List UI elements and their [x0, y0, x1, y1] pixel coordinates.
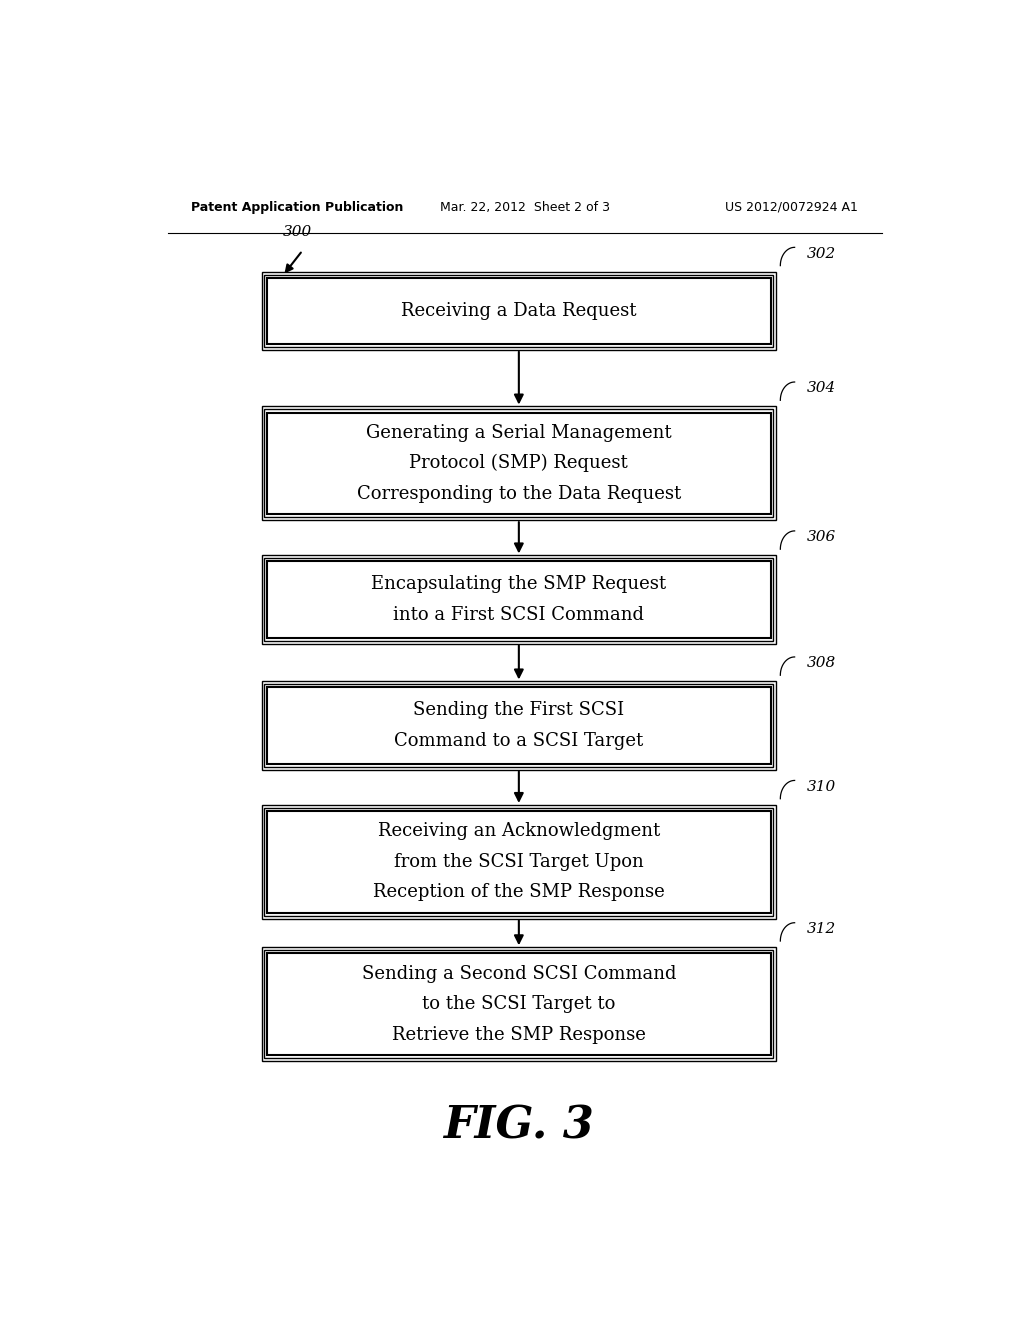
- Text: Receiving an Acknowledgment: Receiving an Acknowledgment: [378, 822, 660, 841]
- FancyBboxPatch shape: [262, 805, 775, 919]
- FancyBboxPatch shape: [267, 953, 771, 1055]
- FancyBboxPatch shape: [267, 277, 771, 345]
- Text: Generating a Serial Management: Generating a Serial Management: [366, 424, 672, 442]
- Text: 306: 306: [807, 531, 836, 544]
- Text: Receiving a Data Request: Receiving a Data Request: [401, 302, 637, 319]
- Text: Reception of the SMP Response: Reception of the SMP Response: [373, 883, 665, 902]
- Text: to the SCSI Target to: to the SCSI Target to: [422, 995, 615, 1012]
- Text: Sending a Second SCSI Command: Sending a Second SCSI Command: [361, 965, 676, 982]
- Text: Encapsulating the SMP Request: Encapsulating the SMP Request: [372, 576, 667, 593]
- Text: Mar. 22, 2012  Sheet 2 of 3: Mar. 22, 2012 Sheet 2 of 3: [439, 201, 610, 214]
- FancyBboxPatch shape: [262, 681, 775, 770]
- Text: from the SCSI Target Upon: from the SCSI Target Upon: [394, 853, 644, 871]
- Text: 310: 310: [807, 780, 836, 793]
- Text: 304: 304: [807, 381, 836, 395]
- FancyBboxPatch shape: [267, 688, 771, 764]
- Text: Sending the First SCSI: Sending the First SCSI: [414, 701, 625, 719]
- Text: into a First SCSI Command: into a First SCSI Command: [393, 606, 644, 624]
- Text: Retrieve the SMP Response: Retrieve the SMP Response: [392, 1026, 646, 1044]
- FancyBboxPatch shape: [262, 272, 775, 350]
- Text: 300: 300: [283, 226, 312, 239]
- Text: FIG. 3: FIG. 3: [443, 1105, 594, 1147]
- FancyBboxPatch shape: [267, 413, 771, 515]
- FancyBboxPatch shape: [262, 407, 775, 520]
- Text: US 2012/0072924 A1: US 2012/0072924 A1: [725, 201, 858, 214]
- Text: 312: 312: [807, 921, 836, 936]
- Text: Command to a SCSI Target: Command to a SCSI Target: [394, 731, 643, 750]
- Text: Protocol (SMP) Request: Protocol (SMP) Request: [410, 454, 628, 473]
- FancyBboxPatch shape: [262, 948, 775, 1061]
- FancyBboxPatch shape: [267, 561, 771, 638]
- Text: Corresponding to the Data Request: Corresponding to the Data Request: [356, 484, 681, 503]
- FancyBboxPatch shape: [267, 810, 771, 912]
- Text: 308: 308: [807, 656, 836, 671]
- Text: 302: 302: [807, 247, 836, 260]
- Text: Patent Application Publication: Patent Application Publication: [191, 201, 403, 214]
- FancyBboxPatch shape: [262, 556, 775, 644]
